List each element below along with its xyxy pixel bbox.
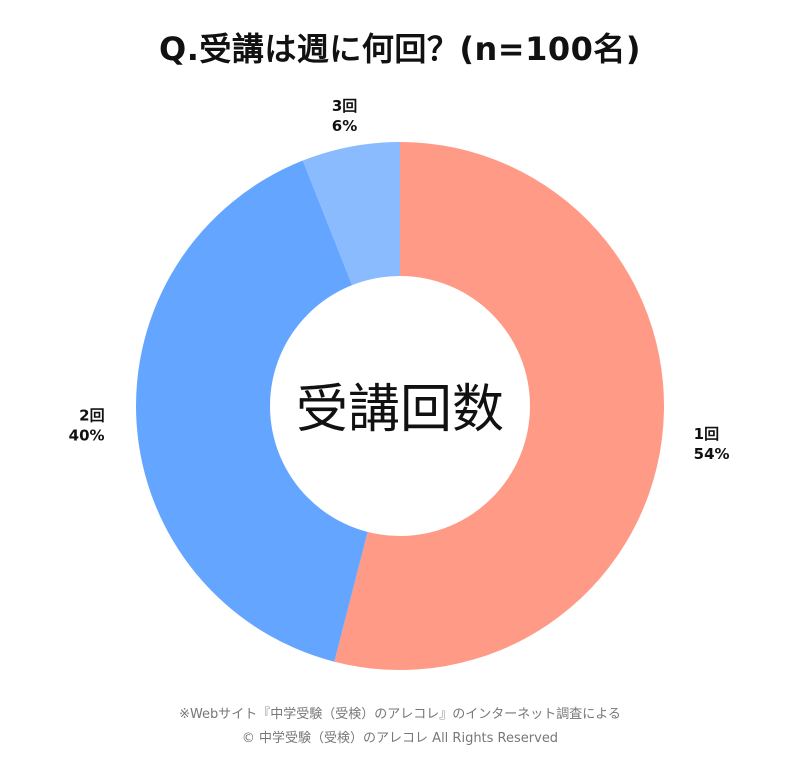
copyright-text: © 中学受験（受検）のアレコレ All Rights Reserved — [241, 731, 559, 746]
chart-title: Q.受講は週に何回？(n=100名) — [158, 30, 641, 68]
donut-hole — [270, 276, 530, 536]
slice-label-1: 1回 — [694, 425, 719, 443]
slice-label-2: 2回 — [79, 407, 104, 425]
slice-labels: 1回 54% 2回 40% 3回 6% — [69, 97, 730, 463]
center-label: 受講回数 — [296, 380, 504, 440]
pie-slice-2 — [136, 160, 400, 662]
slice-value-3: 6% — [332, 117, 357, 135]
slice-value-2: 40% — [69, 427, 105, 445]
slice-label-3: 3回 — [332, 97, 357, 115]
survey-source-note: ※Webサイト『中学受験（受検）のアレコレ』のインターネット調査による — [179, 707, 621, 722]
slice-value-1: 54% — [694, 445, 730, 463]
